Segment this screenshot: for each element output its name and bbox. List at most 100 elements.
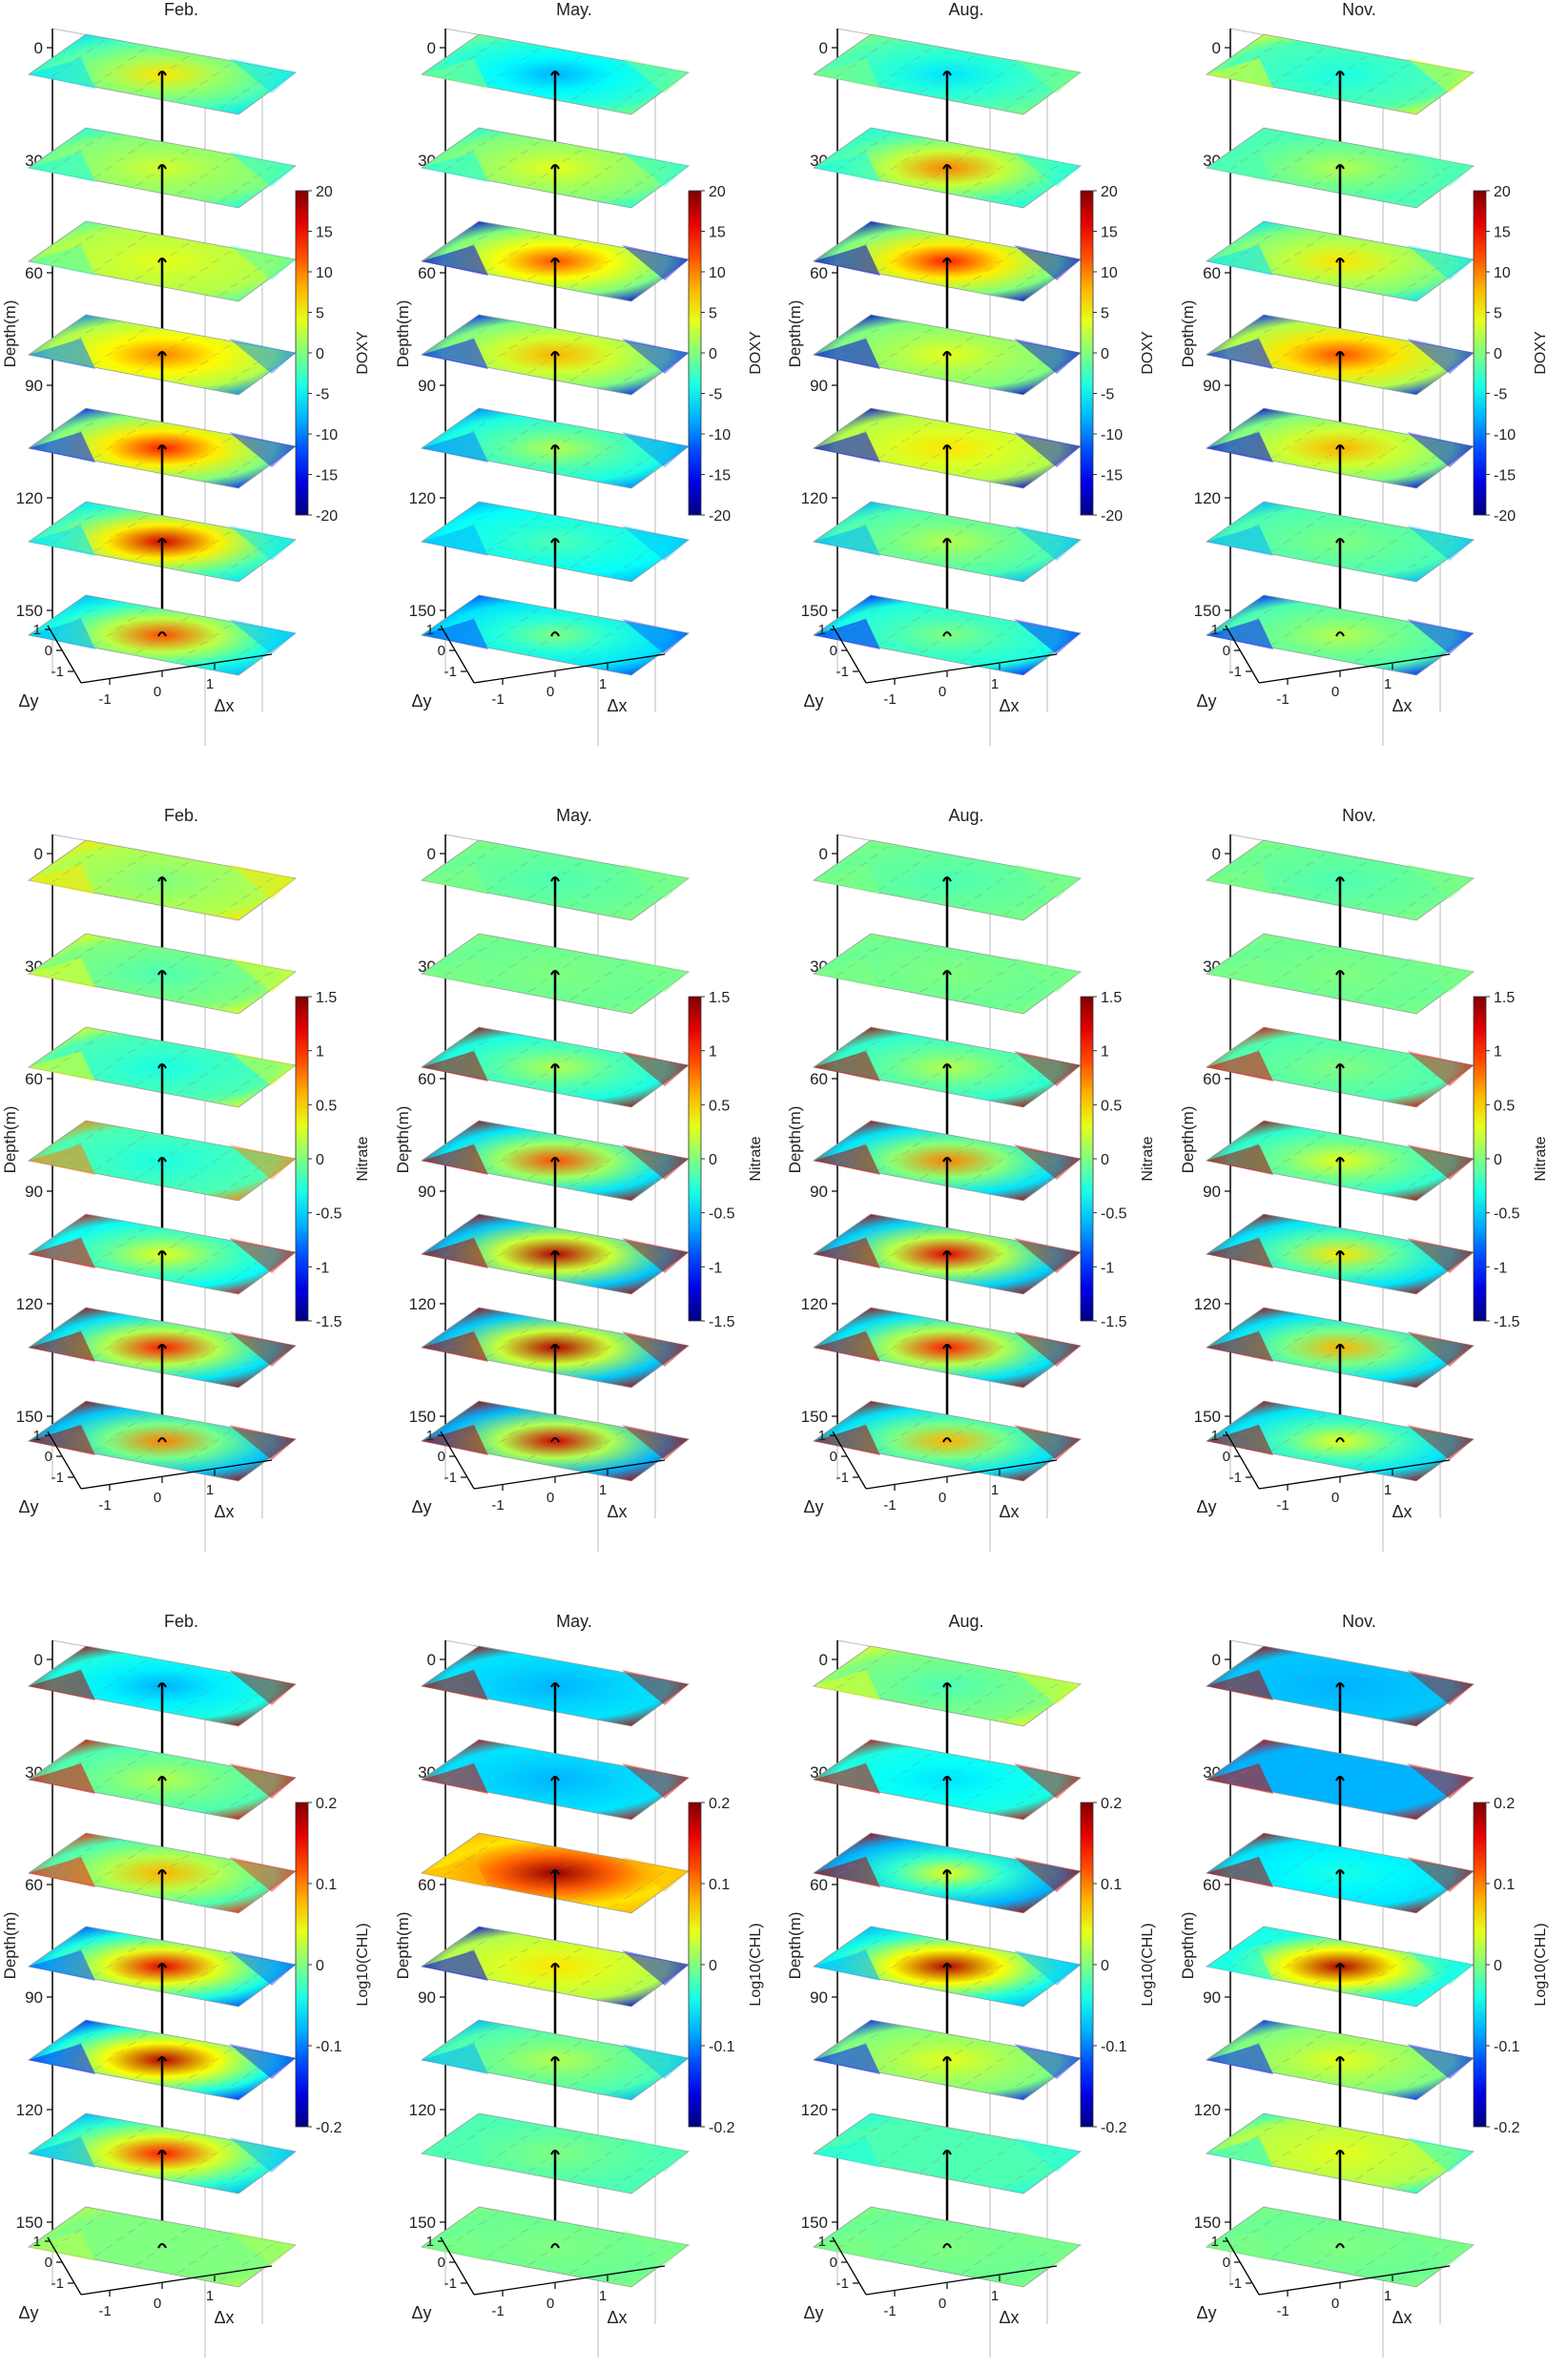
depth-slice: [420, 1120, 690, 1254]
depth-tick-label: 60: [25, 1070, 43, 1088]
colorbar-label: Log10(CHL): [1533, 1923, 1549, 2006]
depth-slice: [27, 594, 297, 676]
colorbar-tick-label: 1: [709, 1044, 717, 1061]
colorbar-tick-label: -5: [1494, 387, 1507, 403]
y-tick-label: -1: [52, 2276, 64, 2292]
depth-slice: [812, 127, 1082, 261]
depth-slice: [27, 1926, 297, 2060]
depth-slice: [812, 2206, 1082, 2288]
y-tick-label: 1: [33, 622, 41, 638]
x-tick-label: 0: [1331, 2296, 1339, 2312]
colorbar: 0.2 0.1 0 -0.1 -0.2 Log10(CHL): [1473, 1796, 1549, 2136]
depth-slice: [420, 2112, 690, 2247]
depth-tick-label: 120: [409, 489, 436, 507]
colorbar-tick-label: 10: [316, 265, 333, 281]
colorbar-tick-label: -1: [709, 1260, 722, 1276]
colorbar: 20 15 10 5 0 -5 -10 -15 -20 DOXY: [295, 184, 371, 525]
x-tick-label: 0: [547, 1490, 554, 1506]
colorbar-tick-label: 0: [316, 1152, 324, 1168]
x-tick-label: -1: [98, 1497, 111, 1514]
x-tick-label: -1: [491, 2303, 504, 2319]
depth-axis-label: Depth(m): [786, 1106, 804, 1174]
depth-tick-label: 60: [1203, 264, 1221, 282]
depth-slice: [420, 501, 690, 635]
floor-axes: [1225, 2236, 1451, 2296]
depth-slice: [1205, 933, 1475, 1067]
colorbar-tick-label: 0.2: [1494, 1796, 1515, 1812]
x-tick-label: -1: [491, 1497, 504, 1514]
depth-tick-label: 90: [1203, 1183, 1221, 1201]
slice-stack: [1205, 839, 1475, 1482]
y-tick-label: 0: [1223, 1449, 1230, 1465]
colorbar-tick-label: 5: [1494, 306, 1502, 322]
depth-tick-label: 150: [1194, 2214, 1221, 2232]
depth-slice: [812, 1213, 1082, 1348]
depth-tick-label: 90: [25, 1183, 43, 1201]
depth-tick-label: 90: [810, 1988, 828, 2007]
depth-slice: [27, 33, 297, 168]
colorbar-tick-label: -1: [1101, 1260, 1114, 1276]
colorbar-tick-label: 0.2: [316, 1796, 337, 1812]
colorbar: 1.5 1 0.5 0 -0.5 -1 -1.5 Nitrate: [295, 990, 371, 1330]
depth-slice: [27, 1739, 297, 1873]
colorbar-tick-label: -15: [709, 468, 731, 484]
y-tick-label: 0: [45, 1449, 52, 1465]
colorbar-tick-label: 15: [316, 225, 333, 241]
slice-stack: [27, 33, 297, 676]
colorbar-tick-label: 0: [1494, 346, 1502, 362]
depth-tick-label: 150: [801, 1408, 828, 1426]
x-tick-label: 1: [1384, 676, 1392, 692]
depth-tick-label: 120: [1194, 2101, 1221, 2119]
colorbar-tick-label: -1.5: [1494, 1314, 1520, 1330]
y-axis-label: Δy: [18, 691, 38, 711]
colorbar-tick-label: 0.5: [1101, 1098, 1122, 1114]
depth-tick-label: 60: [810, 1070, 828, 1088]
colorbar-tick-label: -1.5: [316, 1314, 342, 1330]
colorbar-tick-label: 0.2: [709, 1796, 730, 1812]
colorbar-tick-label: -20: [1494, 508, 1516, 525]
colorbar-tick-label: 20: [316, 184, 333, 200]
y-axis-label: Δy: [411, 691, 431, 711]
depth-tick-label: 60: [1203, 1876, 1221, 1894]
depth-tick-label: 0: [1212, 1651, 1221, 1669]
depth-slice: [1205, 2206, 1475, 2288]
depth-axis-label: Depth(m): [394, 1912, 412, 1980]
colorbar-tick-label: -5: [1101, 387, 1114, 403]
depth-axis-label: Depth(m): [1179, 1912, 1197, 1980]
depth-axis-label: Depth(m): [1179, 1106, 1197, 1174]
colorbar-label: Log10(CHL): [748, 1923, 764, 2006]
y-tick-label: 1: [426, 2234, 434, 2250]
y-axis-label: Δy: [803, 2303, 823, 2322]
x-tick-label: 0: [154, 2296, 161, 2312]
depth-tick-label: 150: [16, 1408, 43, 1426]
colorbar-tick-label: 5: [1101, 306, 1109, 322]
x-tick-label: -1: [883, 2303, 896, 2319]
x-tick-label: 1: [206, 1482, 214, 1498]
depth-slice: [812, 407, 1082, 542]
depth-tick-label: 60: [418, 264, 436, 282]
depth-axis-label: Depth(m): [394, 300, 412, 368]
colorbar-tick-label: 0: [1101, 1152, 1109, 1168]
colorbar-tick-label: 0.5: [709, 1098, 730, 1114]
depth-tick-label: 0: [427, 845, 436, 863]
depth-tick-label: 0: [34, 1651, 43, 1669]
colorbar-label: DOXY: [1140, 331, 1156, 375]
depth-tick-label: 150: [16, 602, 43, 620]
depth-tick-label: 60: [810, 1876, 828, 1894]
depth-tick-label: 60: [418, 1070, 436, 1088]
y-tick-label: 1: [818, 622, 826, 638]
depth-slice: [27, 2019, 297, 2153]
depth-slice: [420, 2206, 690, 2288]
colorbar-tick-label: 15: [1494, 225, 1511, 241]
colorbar-tick-label: 1.5: [1101, 990, 1122, 1006]
colorbar-label: DOXY: [355, 331, 371, 375]
depth-tick-label: 0: [1212, 845, 1221, 863]
depth-slice: [812, 594, 1082, 676]
slice-stack: [420, 1645, 690, 2288]
colorbar: 0.2 0.1 0 -0.1 -0.2 Log10(CHL): [1080, 1796, 1156, 2136]
